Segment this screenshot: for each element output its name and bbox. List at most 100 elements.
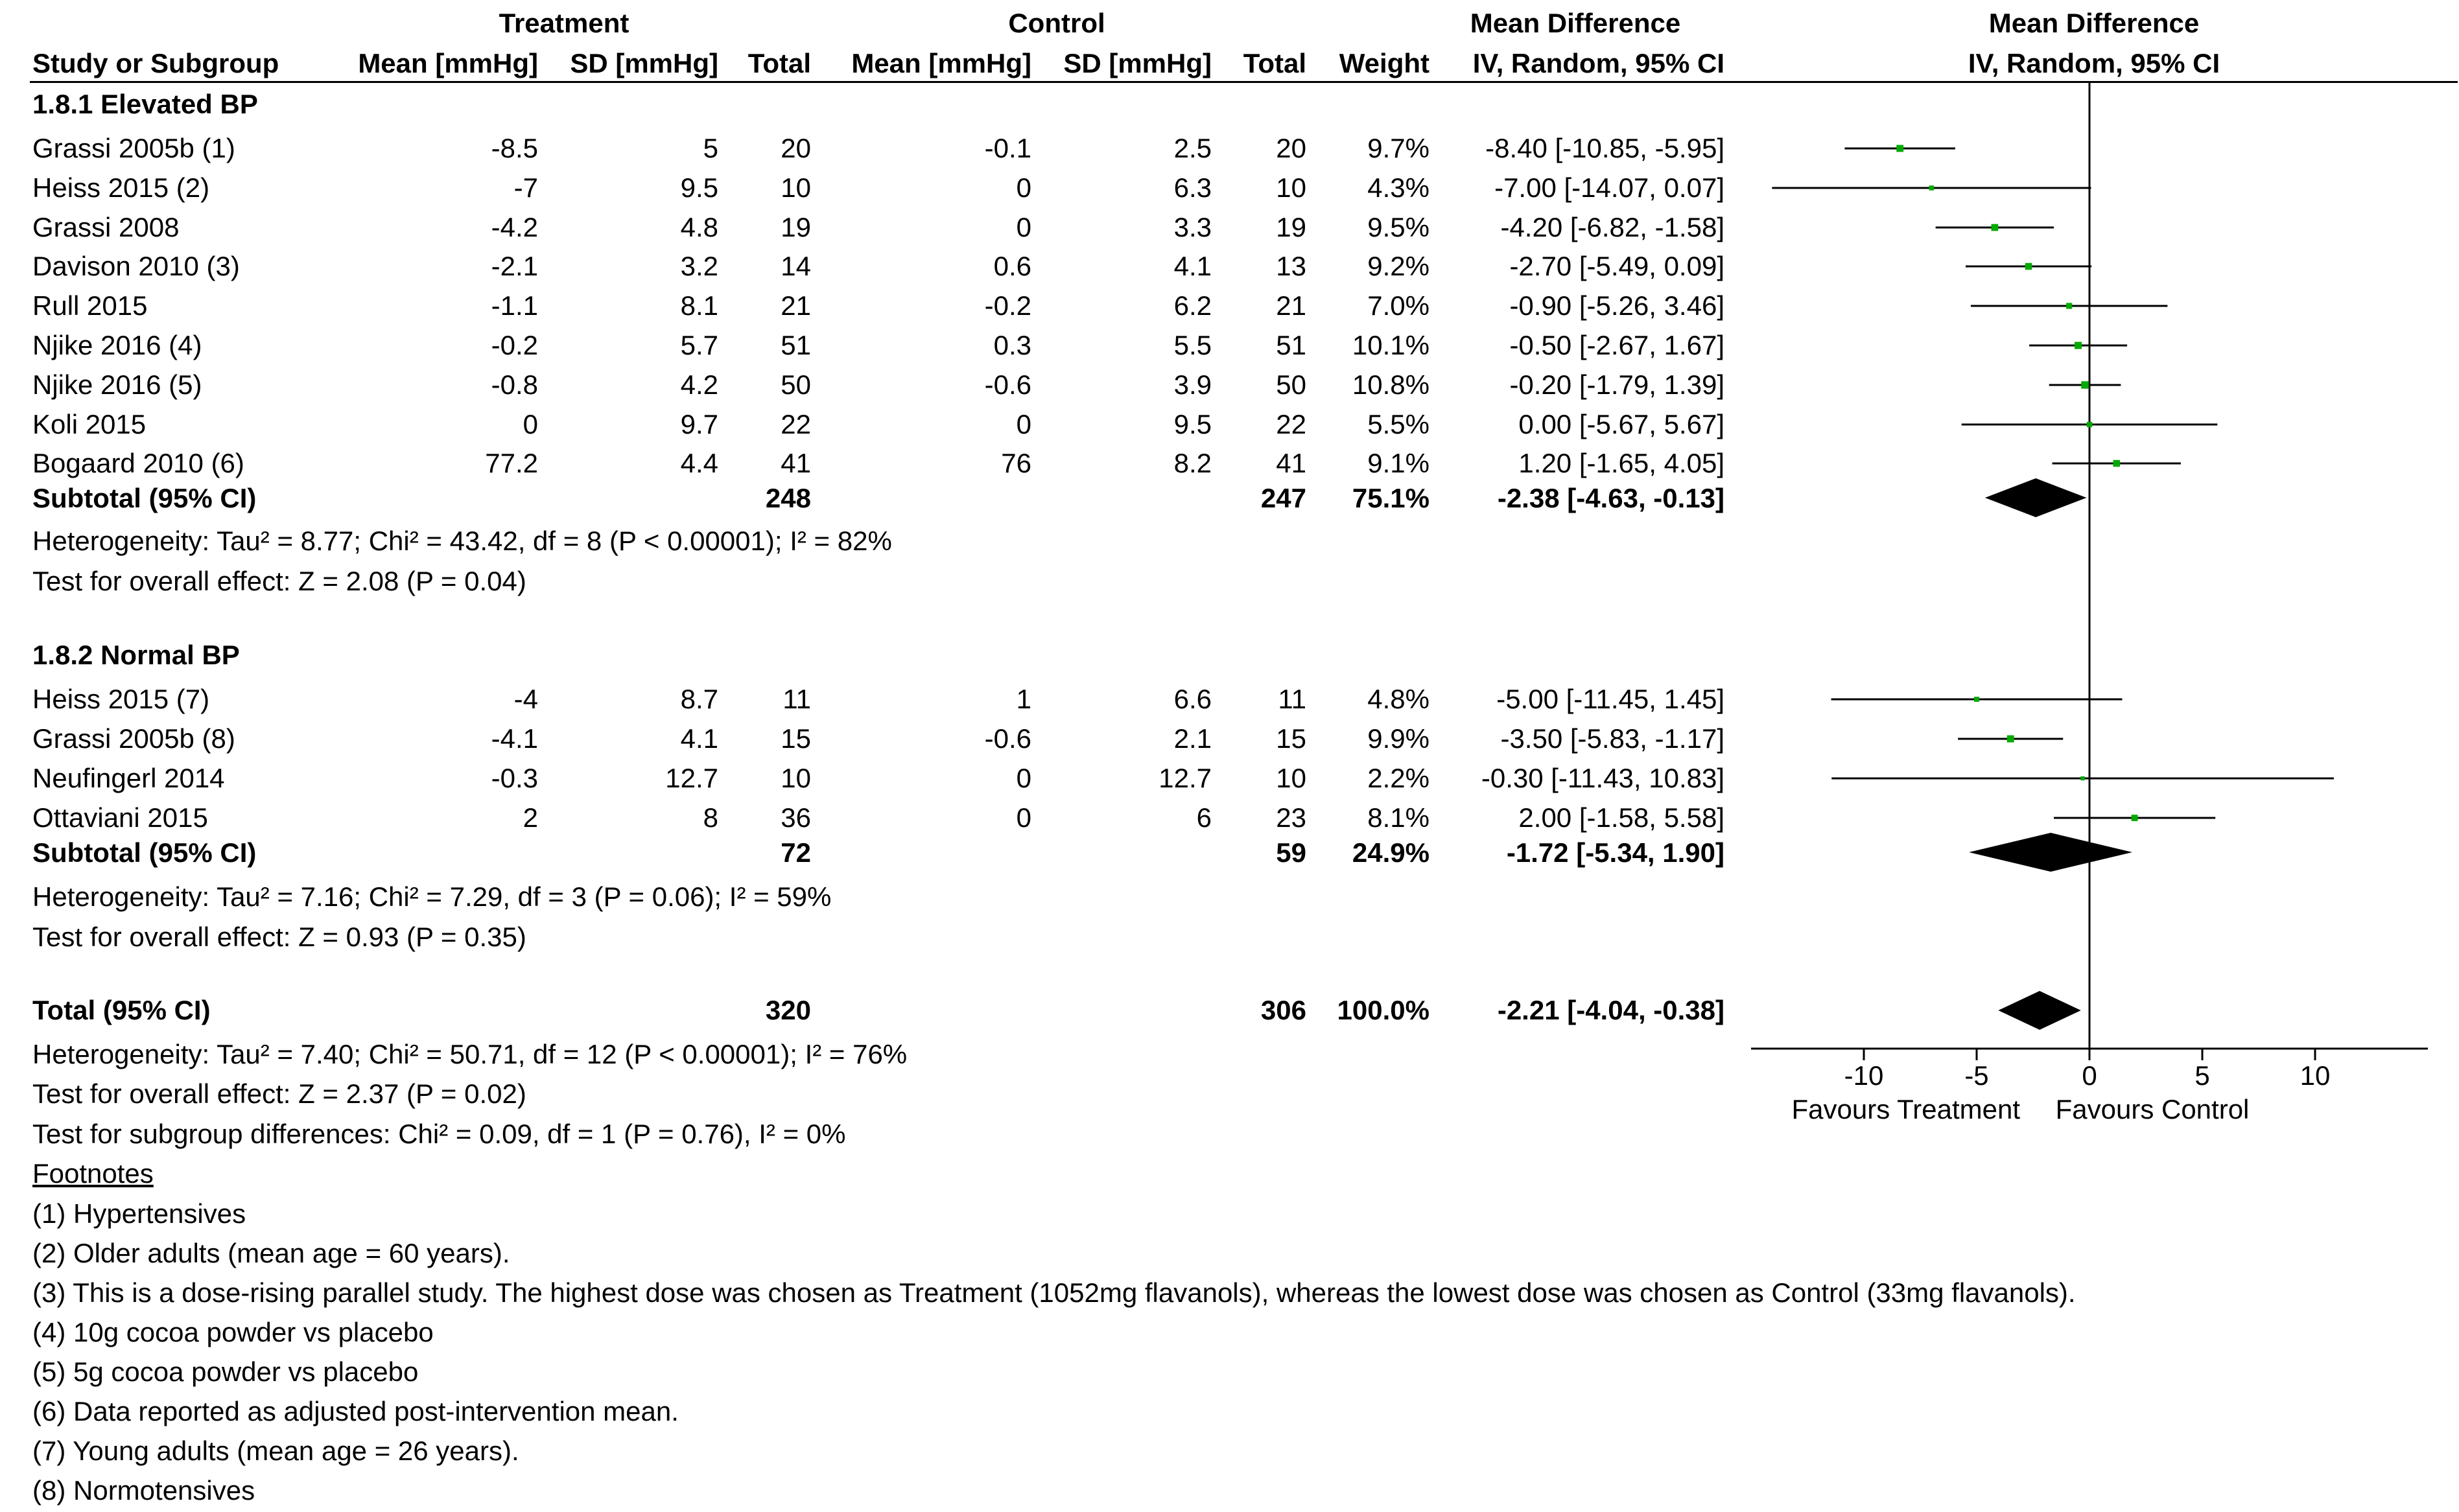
footnotes-title: Footnotes <box>32 1158 154 1189</box>
subgroup-differences-test: Test for subgroup differences: Chi² = 0.… <box>32 1119 846 1149</box>
study-weight: 8.1% <box>1367 802 1430 833</box>
subgroup-2-title: 1.8.2 Normal BP <box>32 640 240 670</box>
treatment-mean: -7 <box>513 172 538 203</box>
subgroup-1-title: 1.8.1 Elevated BP <box>32 89 258 119</box>
subtotal-ci: -2.38 [-4.63, -0.13] <box>1497 483 1724 513</box>
study-name: Ottaviani 2015 <box>32 802 208 833</box>
control-group-header: Control <box>1008 8 1105 38</box>
control-sd: 4.1 <box>1173 251 1212 281</box>
study-name: Heiss 2015 (7) <box>32 684 210 714</box>
footnote-item: (3) This is a dose-rising parallel study… <box>32 1277 2076 1308</box>
col-header-weight: Weight <box>1339 48 1430 78</box>
study-name: Grassi 2008 <box>32 212 180 242</box>
treatment-total: 14 <box>781 251 811 281</box>
subgroup-2-heterogeneity: Heterogeneity: Tau² = 7.16; Chi² = 7.29,… <box>32 881 832 912</box>
control-total: 41 <box>1276 448 1306 478</box>
treatment-group-header: Treatment <box>499 8 629 38</box>
control-mean: 1 <box>1016 684 1031 714</box>
control-total: 10 <box>1276 763 1306 793</box>
x-tick-label: -5 <box>1964 1060 1988 1091</box>
footnote-item: (1) Hypertensives <box>32 1198 246 1229</box>
study-point-marker <box>2075 342 2082 349</box>
control-total: 51 <box>1276 330 1306 360</box>
x-tick-label: 0 <box>2082 1060 2097 1091</box>
study-weight: 10.1% <box>1352 330 1430 360</box>
control-mean: 0 <box>1016 802 1031 833</box>
treatment-total: 51 <box>781 330 811 360</box>
treatment-total: 20 <box>781 133 811 163</box>
subtotal-treatment-total: 248 <box>765 483 811 513</box>
study-ci: 2.00 [-1.58, 5.58] <box>1518 802 1724 833</box>
treatment-total: 11 <box>782 684 811 714</box>
treatment-sd: 5.7 <box>680 330 718 360</box>
x-tick-label: 5 <box>2194 1060 2209 1091</box>
subgroup-2-overall-effect: Test for overall effect: Z = 0.93 (P = 0… <box>32 922 526 952</box>
control-mean: 0 <box>1016 212 1031 242</box>
treatment-sd: 4.2 <box>680 369 718 400</box>
summary-diamond <box>1998 991 2081 1030</box>
study-weight: 9.1% <box>1367 448 1430 478</box>
study-point-marker <box>1974 697 1979 702</box>
study-weight: 9.7% <box>1367 133 1430 163</box>
treatment-mean: -4.2 <box>491 212 538 242</box>
study-weight: 5.5% <box>1367 409 1430 439</box>
study-point-marker <box>2081 381 2089 389</box>
treatment-sd: 4.8 <box>680 212 718 242</box>
control-mean: 0 <box>1016 409 1031 439</box>
study-ci: -0.50 [-2.67, 1.67] <box>1509 330 1724 360</box>
study-point-marker <box>2131 815 2138 821</box>
study-name: Neufingerl 2014 <box>32 763 225 793</box>
treatment-total: 15 <box>781 723 811 754</box>
subtotal-control-total: 59 <box>1276 837 1306 868</box>
treatment-sd: 12.7 <box>665 763 718 793</box>
treatment-sd: 4.4 <box>680 448 718 478</box>
study-point-marker <box>2080 776 2085 781</box>
control-total: 22 <box>1276 409 1306 439</box>
control-total: 10 <box>1276 172 1306 203</box>
total-heterogeneity: Heterogeneity: Tau² = 7.40; Chi² = 50.71… <box>32 1039 908 1069</box>
treatment-sd: 4.1 <box>680 723 718 754</box>
study-weight: 9.5% <box>1367 212 1430 242</box>
favours-control-label: Favours Control <box>2056 1094 2250 1124</box>
study-point-marker <box>1991 224 1999 231</box>
treatment-sd: 3.2 <box>680 251 718 281</box>
study-ci: -0.30 [-11.43, 10.83] <box>1481 763 1724 793</box>
control-mean: 0 <box>1016 763 1031 793</box>
treatment-mean: -1.1 <box>491 290 538 321</box>
summary-diamond <box>1984 478 2087 517</box>
subtotal-weight: 24.9% <box>1352 837 1430 868</box>
subtotal-weight: 75.1% <box>1352 483 1430 513</box>
study-name: Njike 2016 (5) <box>32 369 202 400</box>
subtotal-control-total: 247 <box>1260 483 1306 513</box>
control-sd: 3.9 <box>1173 369 1212 400</box>
control-total: 20 <box>1276 133 1306 163</box>
subtotal-treatment-total: 72 <box>781 837 811 868</box>
treatment-total: 36 <box>781 802 811 833</box>
control-sd: 8.2 <box>1173 448 1212 478</box>
control-sd: 6.2 <box>1173 290 1212 321</box>
study-name: Rull 2015 <box>32 290 148 321</box>
treatment-mean: -2.1 <box>491 251 538 281</box>
study-name: Davison 2010 (3) <box>32 251 240 281</box>
col-header-study: Study or Subgroup <box>32 48 279 78</box>
treatment-mean: 77.2 <box>485 448 538 478</box>
treatment-total: 10 <box>781 763 811 793</box>
footnote-item: (2) Older adults (mean age = 60 years). <box>32 1238 510 1268</box>
col-header-treatment-total: Total <box>747 48 811 78</box>
study-name: Heiss 2015 (2) <box>32 172 210 203</box>
study-ci: 1.20 [-1.65, 4.05] <box>1518 448 1724 478</box>
control-total: 21 <box>1276 290 1306 321</box>
control-sd: 2.5 <box>1173 133 1212 163</box>
col-header-plot-method: IV, Random, 95% CI <box>1968 48 2220 78</box>
x-tick-label: 10 <box>2300 1060 2331 1091</box>
treatment-total: 50 <box>781 369 811 400</box>
treatment-total: 19 <box>781 212 811 242</box>
study-point-marker <box>2086 421 2093 428</box>
control-mean: 0.6 <box>993 251 1031 281</box>
study-name: Grassi 2005b (1) <box>32 133 235 163</box>
study-point-marker <box>2113 459 2120 467</box>
study-ci: -0.90 [-5.26, 3.46] <box>1509 290 1724 321</box>
study-name: Grassi 2005b (8) <box>32 723 235 754</box>
control-total: 50 <box>1276 369 1306 400</box>
